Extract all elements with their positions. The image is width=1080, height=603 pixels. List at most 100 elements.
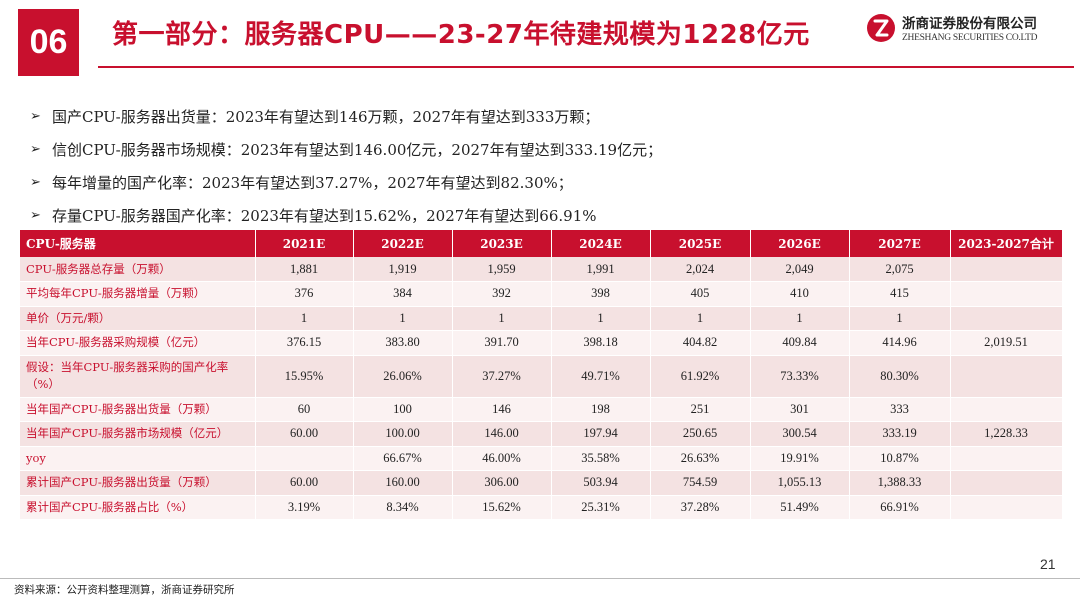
table-header-row: CPU-服务器 2021E 2022E 2023E 2024E 2025E 20… xyxy=(20,230,1063,257)
table-cell: 66.91% xyxy=(849,495,951,520)
table-row: 平均每年CPU-服务器增量（万颗） 376 384 392 398 405 41… xyxy=(20,281,1063,307)
table-cell: 197.94 xyxy=(551,421,651,447)
table-cell xyxy=(255,446,354,471)
bullet-text: 信创CPU-服务器市场规模：2023年有望达到146.00亿元，2027年有望达… xyxy=(52,141,663,159)
table-cell: 160.00 xyxy=(353,470,453,496)
row-label: CPU-服务器总存量（万颗） xyxy=(20,257,256,282)
table-cell xyxy=(950,495,1063,520)
column-header: CPU-服务器 xyxy=(20,230,256,257)
table-cell xyxy=(950,397,1063,422)
table-cell: 405 xyxy=(650,281,751,307)
page-number: 21 xyxy=(1040,556,1056,572)
column-header: 2023E xyxy=(452,230,552,257)
table-cell: 26.06% xyxy=(353,355,453,398)
table-cell xyxy=(950,281,1063,307)
table-cell: 391.70 xyxy=(452,330,552,356)
table-cell: 1,991 xyxy=(551,257,651,282)
table-cell: 146.00 xyxy=(452,421,552,447)
table-cell: 301 xyxy=(750,397,850,422)
bullet-text: 国产CPU-服务器出货量：2023年有望达到146万颗，2027年有望达到333… xyxy=(52,108,600,126)
row-label: 假设：当年CPU-服务器采购的国产化率（%） xyxy=(20,355,256,398)
logo-company-name: 浙商证券股份有限公司 xyxy=(902,16,1037,32)
table-cell: 1,388.33 xyxy=(849,470,951,496)
table-row: 当年国产CPU-服务器市场规模（亿元） 60.00 100.00 146.00 … xyxy=(20,421,1063,447)
table-cell: 100.00 xyxy=(353,421,453,447)
table-cell: 60 xyxy=(255,397,354,422)
table-cell: 19.91% xyxy=(750,446,850,471)
arrow-bullet-icon: ➢ xyxy=(30,208,41,223)
table-row: yoy 66.67% 46.00% 35.58% 26.63% 19.91% 1… xyxy=(20,446,1063,471)
table-cell xyxy=(950,446,1063,471)
arrow-bullet-icon: ➢ xyxy=(30,109,41,124)
table-cell: 384 xyxy=(353,281,453,307)
table-row: CPU-服务器总存量（万颗） 1,881 1,919 1,959 1,991 2… xyxy=(20,257,1063,282)
table-cell: 414.96 xyxy=(849,330,951,356)
cpu-server-forecast-table: CPU-服务器 2021E 2022E 2023E 2024E 2025E 20… xyxy=(20,230,1063,520)
column-header: 2025E xyxy=(650,230,751,257)
table-cell: 300.54 xyxy=(750,421,850,447)
column-header: 2022E xyxy=(353,230,453,257)
table-cell: 376 xyxy=(255,281,354,307)
table-cell: 410 xyxy=(750,281,850,307)
table-cell: 146 xyxy=(452,397,552,422)
table-cell: 306.00 xyxy=(452,470,552,496)
table-cell: 198 xyxy=(551,397,651,422)
table-cell: 60.00 xyxy=(255,421,354,447)
table-cell: 1,919 xyxy=(353,257,453,282)
table-cell: 37.28% xyxy=(650,495,751,520)
bullet-text: 每年增量的国产化率：2023年有望达到37.27%，2027年有望达到82.30… xyxy=(52,174,573,192)
table-cell: 1,055.13 xyxy=(750,470,850,496)
table-cell: 376.15 xyxy=(255,330,354,356)
zheshang-logo-icon xyxy=(867,14,895,42)
title-divider xyxy=(98,66,1074,68)
page-title: 第一部分：服务器CPU——23-27年待建规模为1228亿元 xyxy=(112,20,810,50)
table-cell: 1,881 xyxy=(255,257,354,282)
row-label: yoy xyxy=(20,446,256,471)
row-label: 累计国产CPU-服务器占比（%） xyxy=(20,495,256,520)
table-cell: 49.71% xyxy=(551,355,651,398)
row-label: 当年国产CPU-服务器市场规模（亿元） xyxy=(20,421,256,447)
table-cell: 754.59 xyxy=(650,470,751,496)
footer-divider xyxy=(0,578,1080,579)
table-cell: 46.00% xyxy=(452,446,552,471)
table-cell: 333.19 xyxy=(849,421,951,447)
table-cell: 8.34% xyxy=(353,495,453,520)
table-cell: 25.31% xyxy=(551,495,651,520)
table-cell: 15.95% xyxy=(255,355,354,398)
source-note: 资料来源：公开资料整理测算，浙商证券研究所 xyxy=(14,584,235,596)
bullet-item: ➢ 国产CPU-服务器出货量：2023年有望达到146万颗，2027年有望达到33… xyxy=(30,100,662,133)
table-cell: 2,024 xyxy=(650,257,751,282)
row-label: 当年CPU-服务器采购规模（亿元） xyxy=(20,330,256,356)
table-cell: 2,049 xyxy=(750,257,850,282)
table-cell: 80.30% xyxy=(849,355,951,398)
table-cell: 3.19% xyxy=(255,495,354,520)
table-cell: 61.92% xyxy=(650,355,751,398)
table-cell: 1 xyxy=(452,306,552,331)
table-cell: 503.94 xyxy=(551,470,651,496)
table-cell: 66.67% xyxy=(353,446,453,471)
table-cell: 1 xyxy=(650,306,751,331)
table-cell: 73.33% xyxy=(750,355,850,398)
table-cell: 2,075 xyxy=(849,257,951,282)
table-cell: 398 xyxy=(551,281,651,307)
table-cell: 398.18 xyxy=(551,330,651,356)
table-cell: 10.87% xyxy=(849,446,951,471)
row-label: 单价（万元/颗） xyxy=(20,306,256,331)
column-header: 2024E xyxy=(551,230,651,257)
table-cell: 333 xyxy=(849,397,951,422)
table-cell: 35.58% xyxy=(551,446,651,471)
table-cell: 60.00 xyxy=(255,470,354,496)
table-cell: 251 xyxy=(650,397,751,422)
column-header: 2027E xyxy=(849,230,951,257)
table-cell: 26.63% xyxy=(650,446,751,471)
table-cell: 51.49% xyxy=(750,495,850,520)
table-cell: 409.84 xyxy=(750,330,850,356)
table-cell: 1 xyxy=(849,306,951,331)
table-cell: 1 xyxy=(255,306,354,331)
table-cell xyxy=(950,306,1063,331)
bullet-item: ➢ 信创CPU-服务器市场规模：2023年有望达到146.00亿元，2027年有望… xyxy=(30,133,662,166)
table-cell: 1 xyxy=(353,306,453,331)
table-cell: 1,959 xyxy=(452,257,552,282)
table-cell: 2,019.51 xyxy=(950,330,1063,356)
bullet-item: ➢ 每年增量的国产化率：2023年有望达到37.27%，2027年有望达到82.3… xyxy=(30,166,662,199)
